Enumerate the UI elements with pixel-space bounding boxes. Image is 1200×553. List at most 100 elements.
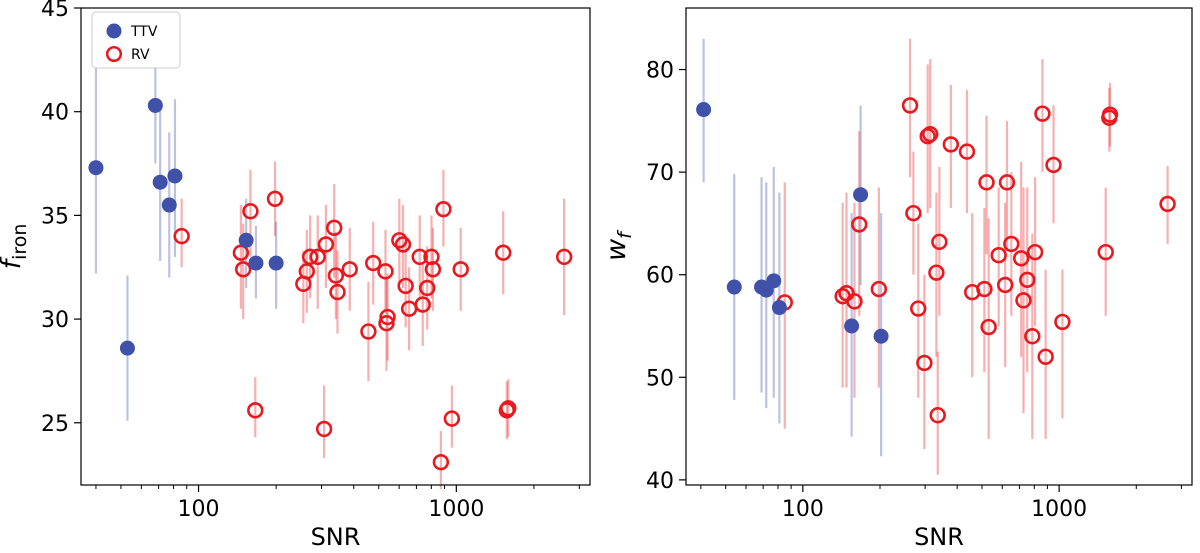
data-point-rv [1037,348,1054,365]
legend: TTV RV [91,11,181,69]
data-point-rv [1045,156,1062,174]
y-axis-label-subscript: f [614,229,636,239]
data-point-ttv [696,102,712,118]
data-point-rv [919,128,936,145]
data-point-rv [360,323,377,340]
data-point-ttv [853,187,869,203]
data-point-rv [365,254,382,272]
data-point-rv [315,420,333,438]
data-point-rv [377,263,394,280]
data-point-rv [394,236,412,253]
data-point-rv [1019,271,1036,289]
data-point-rv [397,277,414,295]
data-point-rv [916,354,933,372]
errorbar-layer [94,49,566,490]
data-point-rv [998,174,1016,191]
data-point-rv [309,248,326,266]
data-point-rv [996,276,1014,294]
y-tick-label: 40 [646,469,674,494]
y-axis-label: wf [601,229,636,261]
data-point-rv [978,174,995,191]
data-point-rv [379,308,396,326]
x-tick-label: 100 [178,497,220,522]
data-point-ttv [119,340,135,356]
y-tick-label: 40 [41,101,69,126]
data-point-ttv [152,174,168,190]
data-point-rv [247,402,264,419]
data-point-rv [452,261,469,278]
plot-frame [80,7,591,486]
y-tick-label: 60 [646,264,674,289]
data-point-rv [1034,105,1051,122]
y-tick-label: 25 [41,412,69,437]
data-point-rv [942,136,960,153]
data-point-rv [846,293,863,310]
data-point-ttv [844,318,860,334]
data-point-rv [326,219,343,237]
data-point-rv [443,410,461,427]
x-axis-label: SNR [311,523,361,551]
data-point-rv [391,232,408,249]
data-point-rv [1026,243,1044,261]
data-point-rv [266,190,284,208]
data-point-rv [851,216,868,233]
data-point-rv [928,264,945,281]
y-axis-label-subscript: iron [9,224,31,260]
data-point-rv [432,453,450,471]
data-point-rv [910,300,927,317]
legend-marker-ttv [106,23,122,39]
data-point-rv [1024,328,1041,345]
data-point-rv [419,279,436,297]
data-point-rv [327,267,345,284]
data-point-ttv [147,97,163,113]
y-axis-label: firon [0,224,31,270]
data-point-ttv [161,197,177,213]
data-point-rv [298,263,315,280]
data-point-rv [555,248,573,266]
data-point-ttv [238,232,254,248]
legend-marker-rv [105,45,123,63]
data-point-rv [976,280,993,298]
data-point-rv [931,233,948,251]
data-point-rv [414,296,431,313]
data-point-rv [929,407,946,424]
data-point-ttv [771,300,787,316]
data-point-rv [990,247,1007,264]
data-point-rv [232,244,250,261]
data-point-ttv [726,279,742,295]
panel-f-iron: 100 1000 25 30 35 40 45 SNR firon TTV RV [0,0,591,551]
x-tick-label: 1000 [1031,497,1087,522]
x-tick-label: 100 [782,497,824,522]
data-point-rv [921,125,939,143]
y-tick-label: 70 [646,161,674,186]
data-point-rv [905,204,922,222]
data-point-rv [173,227,190,245]
legend-label-rv: RV [131,47,150,63]
y-tick-label: 80 [646,59,674,84]
x-axis-label: SNR [914,523,964,551]
data-point-rv [1012,250,1030,267]
x-tick-label: 1000 [428,497,484,522]
data-point-rv [411,248,428,266]
data-point-ttv [167,168,183,184]
data-point-rv [958,143,976,160]
y-tick-label: 35 [41,204,69,229]
data-point-ttv [268,255,284,271]
data-point-ttv [88,160,104,176]
data-point-rv [242,203,259,220]
data-point-rv [435,200,452,218]
y-tick-label: 45 [41,0,69,22]
data-point-rv [234,261,252,278]
data-point-ttv [766,273,782,289]
marker-layer [88,97,573,471]
data-point-ttv [873,328,889,344]
data-point-rv [378,315,395,332]
data-point-rv [870,280,888,298]
data-point-rv [1159,195,1176,213]
data-point-rv [424,261,442,278]
y-tick-label: 50 [646,366,674,391]
plot-frame [685,7,1193,486]
data-point-rv [500,400,517,417]
data-point-rv [301,248,319,266]
